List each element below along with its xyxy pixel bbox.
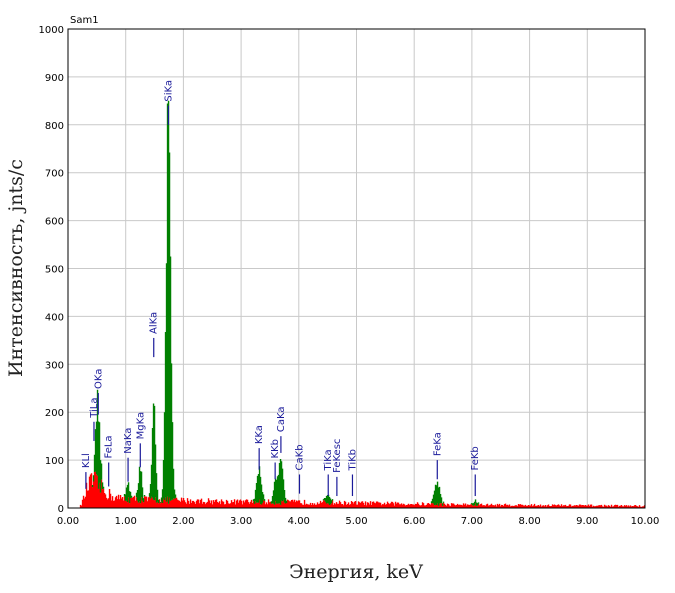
y-tick-label: 0 <box>58 504 64 515</box>
y-tick-label: 800 <box>45 121 64 132</box>
x-tick-label: 9.00 <box>576 516 598 527</box>
x-tick-label: 3.00 <box>230 516 252 527</box>
y-tick-label: 900 <box>45 73 64 84</box>
y-axis-title: Интенсивность, jnts/c <box>5 159 27 377</box>
peak-label: CaKa <box>276 407 287 433</box>
x-tick-label: 2.00 <box>172 516 194 527</box>
x-tick-label: 6.00 <box>403 516 425 527</box>
y-tick-label: 200 <box>45 408 64 419</box>
x-tick-label: 4.00 <box>288 516 310 527</box>
peak-label: NaKa <box>123 428 134 454</box>
peak-series <box>91 100 480 506</box>
background-series <box>79 471 646 508</box>
peak-label: KLl <box>81 453 92 468</box>
y-tick-label: 1000 <box>39 25 64 36</box>
y-tick-label: 400 <box>45 312 64 323</box>
peak-label: SiKa <box>163 80 174 102</box>
chart-title: Sam1 <box>70 15 99 26</box>
x-axis-title: Энергия, keV <box>289 561 423 583</box>
peak-label: OKa <box>93 369 104 389</box>
x-tick-label: 10.00 <box>631 516 660 527</box>
peak-label: FeLa <box>104 435 115 458</box>
y-tick-label: 500 <box>45 265 64 276</box>
x-tick-label: 8.00 <box>518 516 540 527</box>
y-tick-label: 300 <box>45 360 64 371</box>
peak-label: KKb <box>270 439 281 458</box>
peak-label: FeKb <box>470 446 481 470</box>
y-tick-label: 100 <box>45 456 64 467</box>
peak-label: CaKb <box>294 444 305 470</box>
peak-label: TiLa <box>89 397 100 418</box>
x-tick-labels: 0.00 1.00 2.00 3.00 4.00 5.00 6.00 7.00 8.00 9.00… <box>57 516 659 527</box>
plot-frame <box>67 28 646 509</box>
peak-label: KKa <box>254 425 265 444</box>
peak-label: MgKa <box>135 412 146 440</box>
y-tick-labels: 0 100 200 300 400 500 600 700 800 900 1000 <box>39 25 64 515</box>
x-tick-label: 7.00 <box>461 516 483 527</box>
x-tick-label: 0.00 <box>57 516 79 527</box>
peak-label: AlKa <box>149 312 160 334</box>
grid-lines <box>68 29 645 508</box>
peak-label: FeKesc <box>332 439 343 473</box>
x-tick-label: 1.00 <box>115 516 137 527</box>
peak-label: TiKa <box>323 449 334 471</box>
x-tick-label: 5.00 <box>345 516 367 527</box>
y-tick-label: 600 <box>45 217 64 228</box>
spectrum-series <box>79 100 646 508</box>
y-tick-label: 700 <box>45 169 64 180</box>
peak-label: FeKa <box>432 432 443 456</box>
peak-label: TiKb <box>347 449 358 471</box>
